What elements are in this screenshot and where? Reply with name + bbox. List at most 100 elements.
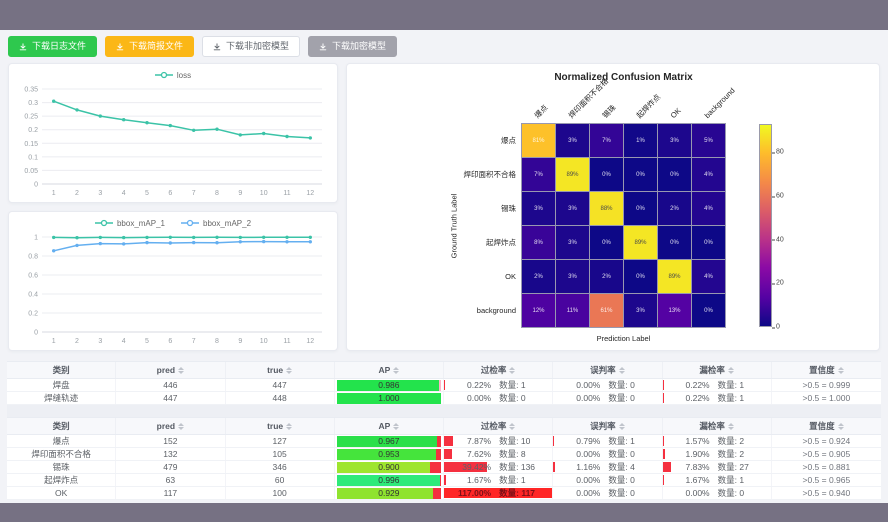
miss-rate-cell: 1.90% 数量: 2 [662,448,772,460]
matrix-cell: 8% [522,226,555,259]
miss-rate-bar [662,462,671,472]
matrix-row-label: 锡珠 [501,204,516,213]
matrix-cell: 7% [590,124,623,157]
ap-value: 0.967 [378,435,400,446]
over-detect-rate-count: 数量: 8 [499,449,526,459]
ap-cell: 0.900 [335,461,444,473]
matrix-cell: 88% [590,192,623,225]
column-header-过检率[interactable]: 过检率 [444,418,554,434]
svg-text:3: 3 [98,190,102,197]
miss-rate-count: 数量: 1 [717,475,745,485]
table-row: OK 117 100 0.929 117.00% 数量: 117 0.00% 数量: 0 0.0… [7,487,881,500]
svg-text:10: 10 [260,190,268,197]
misjudge-rate-cell: 0.79% 数量: 1 [553,435,663,447]
matrix-cell: 89% [624,226,657,259]
svg-text:12: 12 [306,190,314,197]
ap-bar: 0.900 [336,461,441,473]
svg-text:7: 7 [192,190,196,197]
column-header-pred[interactable]: pred [116,362,226,378]
download-unencrypted-model-button[interactable]: 下载非加密模型 [202,36,301,57]
svg-text:0: 0 [34,330,38,337]
matrix-cell: 4% [692,158,725,191]
column-header-过检率[interactable]: 过检率 [444,362,554,378]
svg-text:0.1: 0.1 [28,154,38,161]
ap-value: 0.900 [378,461,400,472]
matrix-cell: 3% [556,226,589,259]
matrix-col-label: 起焊炸点 [634,92,662,120]
matrix-cell: 61% [590,294,623,327]
miss-rate-bar [662,449,665,459]
svg-text:12: 12 [306,338,314,345]
miss-rate-pct: 0.22% [685,393,710,403]
category-label: 焊缝轨迹 [7,392,117,404]
miss-rate-pct: 7.83% [685,462,710,472]
miss-rate-count: 数量: 2 [717,436,745,446]
misjudge-rate-bar [553,436,555,446]
column-header-true[interactable]: true [226,418,335,434]
column-header-true[interactable]: true [226,362,335,378]
legend-item[interactable]: loss [154,70,192,80]
column-header-漏检率[interactable]: 漏检率 [663,418,772,434]
misjudge-rate-cell: 0.00% 数量: 0 [553,474,663,486]
matrix-col-label: 锡珠 [600,103,618,120]
download-brief-button[interactable]: 下载简报文件 [105,36,195,57]
matrix-cell: 2% [522,260,555,293]
ap-value: 1.000 [378,392,400,403]
svg-text:5: 5 [145,190,149,197]
table-row: 焊印面积不合格 132 105 0.953 7.62% 数量: 8 0.00% 数量: 0 1.… [7,448,881,461]
column-header-置信度[interactable]: 置信度 [772,418,881,434]
table-row: 爆点 152 127 0.967 7.87% 数量: 10 0.79% 数量: 1 1.57% 数… [7,435,881,448]
legend-item[interactable]: bbox_mAP_2 [181,219,251,228]
download-log-button[interactable]: 下载日志文件 [8,36,98,57]
column-header-漏检率[interactable]: 漏检率 [663,362,772,378]
table-row: 锡珠 479 346 0.900 39.42% 数量: 136 1.16% 数量: 4 7.83… [7,461,881,474]
ap-cell: 0.986 [335,379,444,391]
column-header-AP[interactable]: AP [335,418,444,434]
misjudge-rate-pct: 0.00% [576,380,601,390]
category-label: 锡珠 [7,461,117,473]
ap-value: 0.996 [378,474,400,485]
matrix-cell: 3% [522,192,555,225]
colorbar-tick: 80 [772,149,784,156]
column-header-误判率[interactable]: 误判率 [553,418,663,434]
sort-icon [509,422,516,430]
svg-text:0.35: 0.35 [24,87,38,94]
miss-rate-cell: 1.67% 数量: 1 [662,474,772,486]
download-icon [213,42,221,50]
over-detect-rate-cell: 117.00% 数量: 117 [444,487,554,499]
column-header-pred[interactable]: pred [116,418,226,434]
ap-bar: 1.000 [336,392,441,404]
over-detect-rate-pct: 0.22% [467,380,492,390]
matrix-cell: 11% [556,294,589,327]
svg-text:6: 6 [168,338,172,345]
miss-rate-count: 数量: 27 [717,462,749,472]
true-value: 127 [226,435,335,447]
svg-text:11: 11 [283,338,290,345]
miss-rate-pct: 0.22% [685,380,710,390]
matrix-cell: 81% [522,124,555,157]
column-header-AP[interactable]: AP [335,362,444,378]
metrics-tables: 类别 pred true AP 过检率 误判率 漏检率 置信度 焊盘 446 447 0.986 0.2… [7,361,881,500]
svg-text:0.2: 0.2 [28,127,38,134]
over-detect-rate-pct: 7.62% [467,449,492,459]
matrix-cell: 3% [658,124,691,157]
svg-text:8: 8 [215,190,219,197]
table-row: 焊缝轨迹 447 448 1.000 0.00% 数量: 0 0.00% 数量: 0 0.22%… [7,392,881,405]
ap-value: 0.986 [378,379,400,390]
confusion-matrix-card: Normalized Confusion Matrix 爆点 爆点 焊印面积不合格 焊印… [346,63,880,351]
miss-rate-bar [662,436,665,446]
column-header-误判率[interactable]: 误判率 [553,362,663,378]
category-label: 爆点 [7,435,117,447]
column-header-label: pred [156,365,176,375]
legend-label: bbox_mAP_2 [203,218,252,228]
matrix-row-label: background [476,306,516,315]
over-detect-rate-cell: 7.62% 数量: 8 [444,448,554,460]
sort-icon [837,422,844,430]
column-header-label: 过检率 [480,365,507,375]
legend-label: loss [176,70,192,80]
legend-item[interactable]: bbox_mAP_1 [94,219,165,228]
download-encrypted-model-button[interactable]: 下载加密模型 [308,36,398,57]
confidence-value: >0.5 = 0.999 [802,380,851,390]
column-header-置信度[interactable]: 置信度 [772,362,881,378]
defect-table: 类别 pred true AP 过检率 误判率 漏检率 置信度 爆点 152 127 0.967 7.8… [7,417,881,500]
